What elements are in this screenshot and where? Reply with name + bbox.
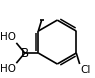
Text: HO: HO (0, 32, 16, 42)
Text: HO: HO (0, 64, 16, 74)
Text: B: B (21, 46, 29, 60)
Text: Cl: Cl (80, 65, 91, 75)
